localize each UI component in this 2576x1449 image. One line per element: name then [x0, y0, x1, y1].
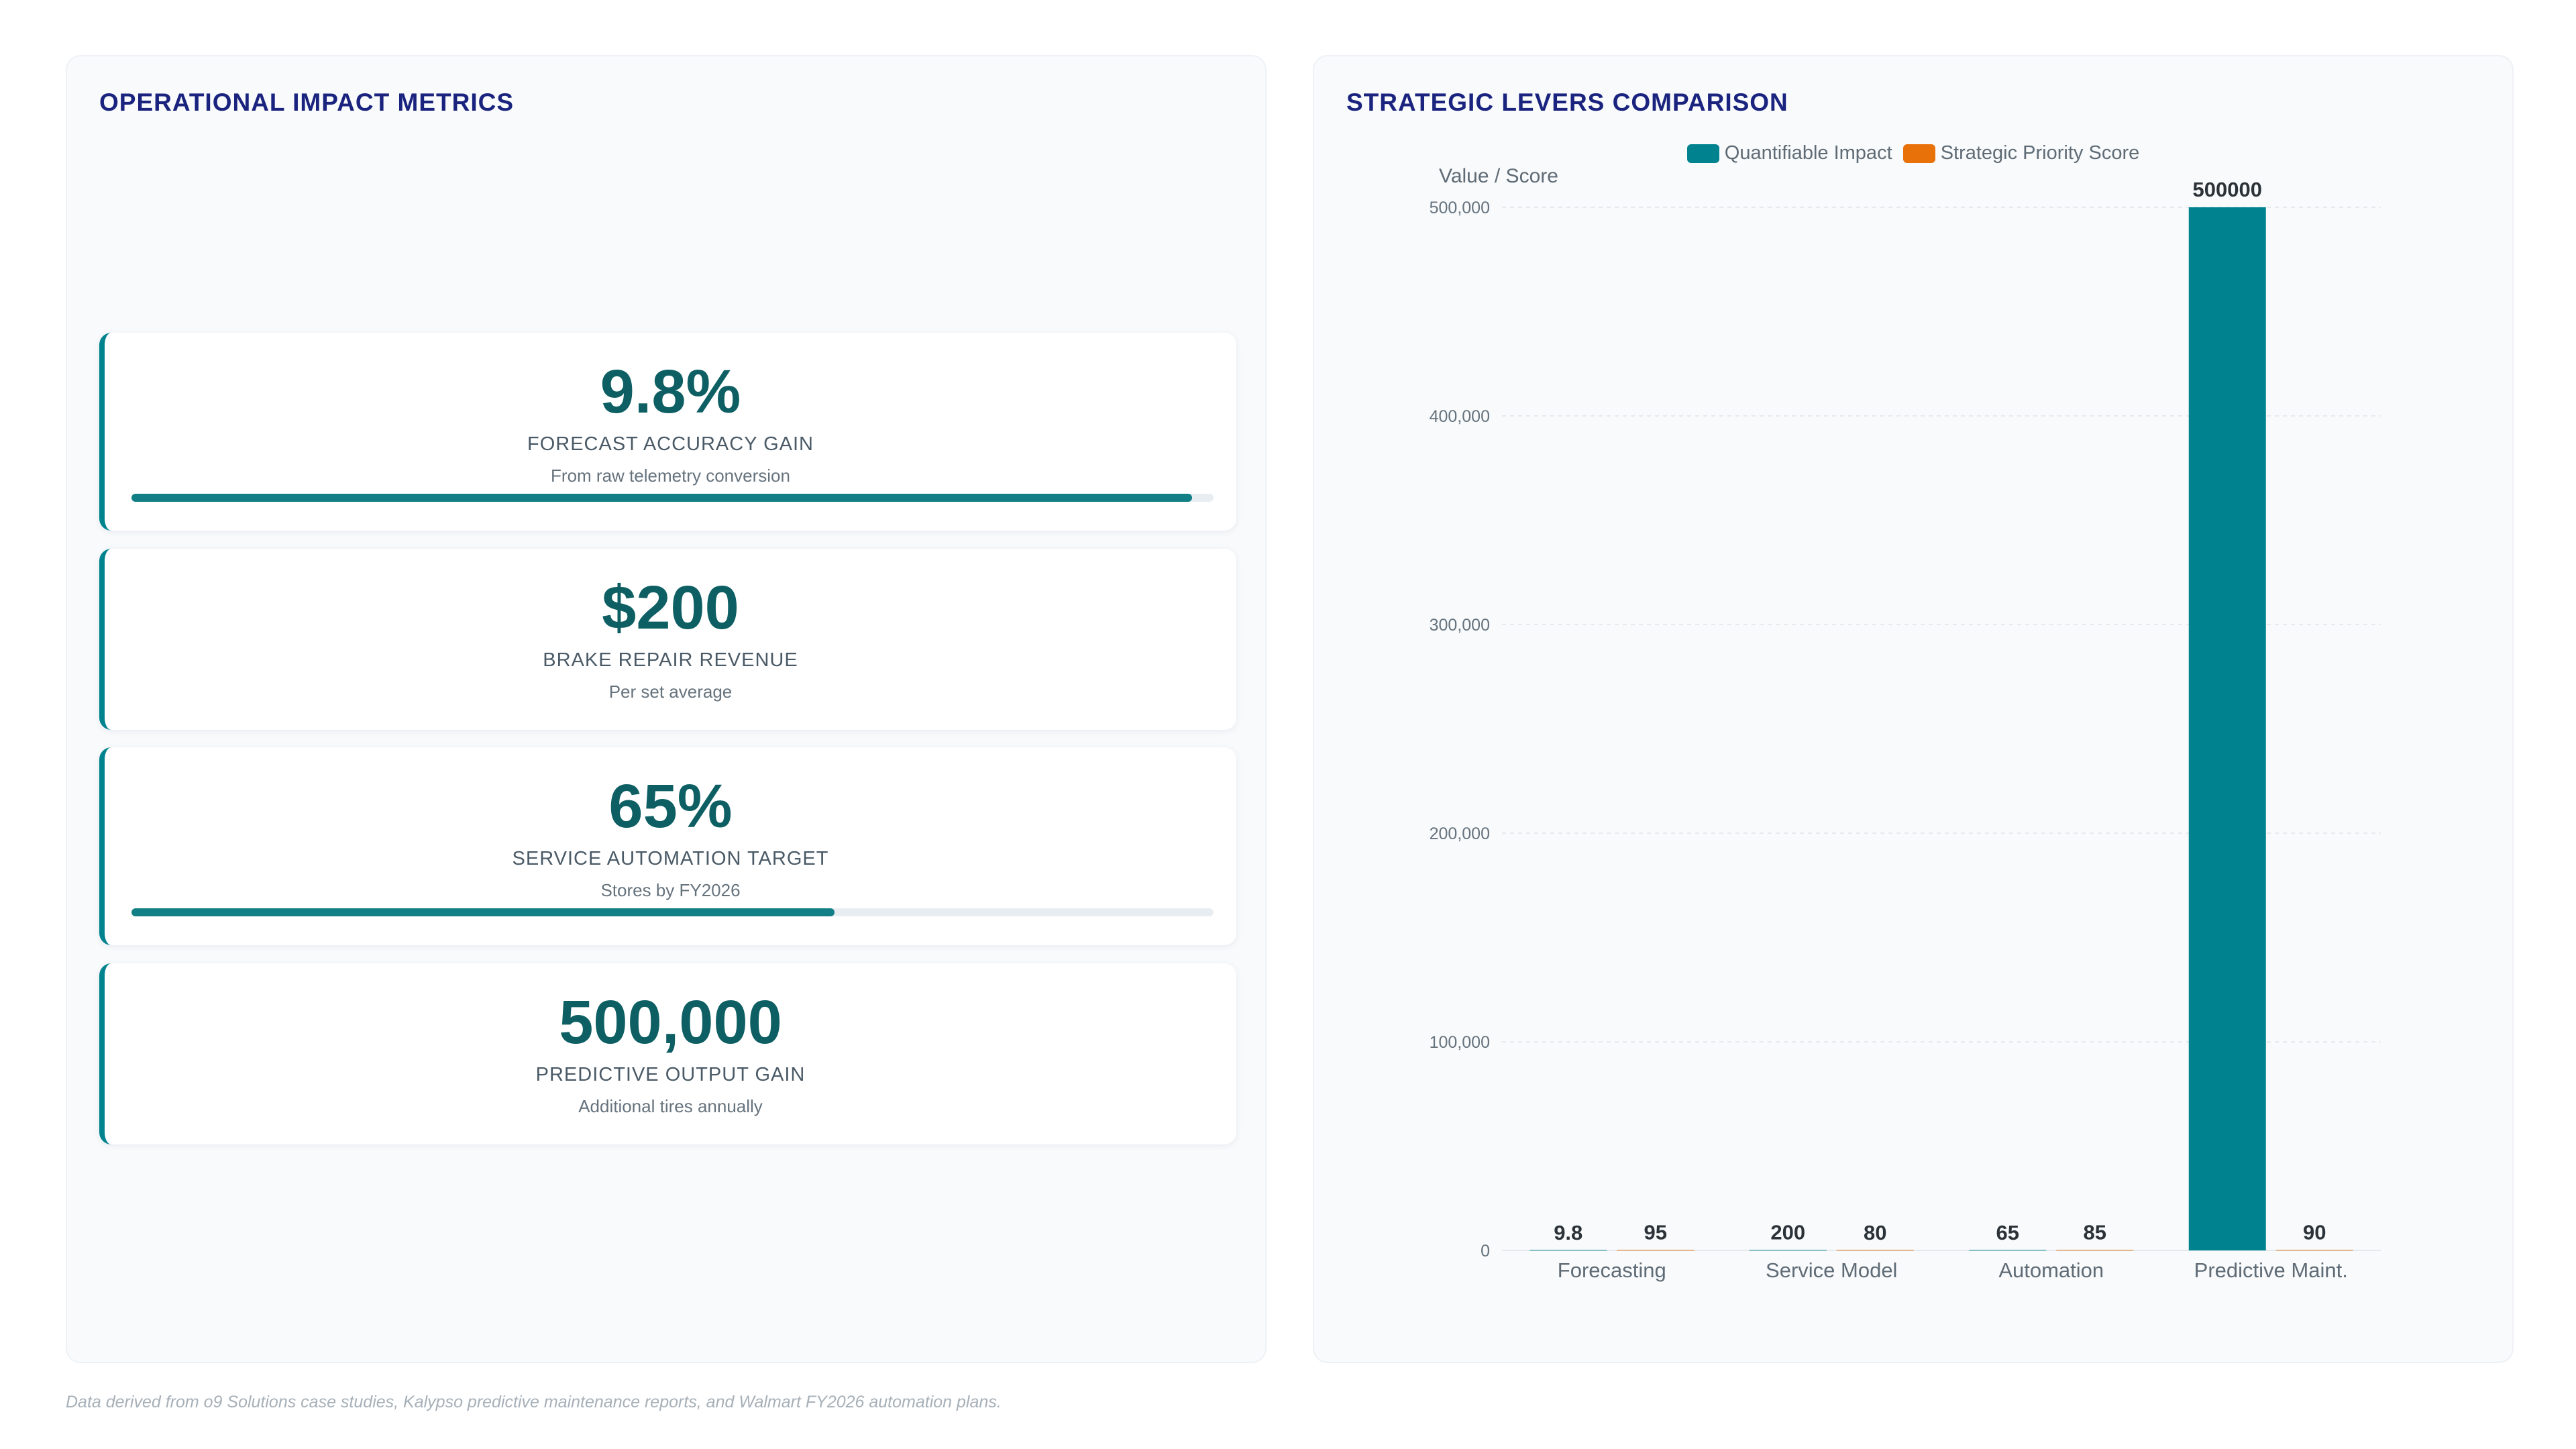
metric-label: PREDICTIVE OUTPUT GAIN — [535, 1064, 806, 1085]
data-label: 95 — [1644, 1221, 1667, 1244]
strategic-levers-panel: STRATEGIC LEVERS COMPARISON Quantifiable… — [1313, 55, 2514, 1363]
metric-subtext: Additional tires annually — [578, 1096, 763, 1116]
panel-title: STRATEGIC LEVERS COMPARISON — [1346, 89, 1788, 116]
data-label: 80 — [1864, 1221, 1886, 1244]
metric-subtext: Stores by FY2026 — [600, 880, 741, 900]
y-tick-label: 500,000 — [1430, 199, 1490, 217]
legend-item[interactable]: Quantifiable Impact — [1686, 142, 1892, 164]
progress-fill — [131, 908, 835, 916]
metric-card-brake-revenue: $200 BRAKE REPAIR REVENUE Per set averag… — [99, 549, 1236, 730]
legend-swatch — [1686, 144, 1719, 163]
y-axis-title: Value / Score — [1439, 165, 1558, 187]
metric-value: 500,000 — [559, 988, 782, 1057]
metric-card-service-automation: 65% SERVICE AUTOMATION TARGET Stores by … — [99, 747, 1236, 945]
metric-subtext: Per set average — [608, 682, 733, 702]
legend-item[interactable]: Strategic Priority Score — [1902, 142, 2140, 164]
y-tick-label: 100,000 — [1430, 1033, 1490, 1052]
metric-label: FORECAST ACCURACY GAIN — [527, 433, 814, 455]
progress-track — [131, 494, 1214, 502]
y-tick-label: 300,000 — [1430, 616, 1490, 635]
progress-fill — [131, 494, 1192, 502]
x-tick-label: Automation — [1998, 1258, 2104, 1282]
data-label: 200 — [1770, 1220, 1805, 1244]
data-label: 500000 — [2193, 178, 2262, 201]
metric-value: 65% — [608, 772, 733, 841]
data-label: 85 — [2084, 1221, 2106, 1244]
data-label: 9.8 — [1554, 1221, 1582, 1244]
metric-value: $200 — [602, 574, 739, 642]
metric-label: SERVICE AUTOMATION TARGET — [512, 848, 829, 869]
metric-value: 9.8% — [600, 358, 741, 426]
bar — [2188, 207, 2266, 1250]
source-footnote: Data derived from o9 Solutions case stud… — [66, 1393, 1002, 1411]
metric-subtext: From raw telemetry conversion — [551, 466, 790, 486]
x-tick-label: Service Model — [1766, 1258, 1897, 1282]
bar-chart: 0 100,000 200,000 300,000 400,000 500,000 Valu… — [1430, 165, 2381, 1282]
data-label: 90 — [2303, 1221, 2326, 1244]
operational-impact-panel: OPERATIONAL IMPACT METRICS 9.8% FORECAST… — [66, 55, 1267, 1363]
legend-label: Strategic Priority Score — [1940, 142, 2140, 164]
progress-track — [131, 908, 1214, 916]
x-tick-label: Forecasting — [1558, 1258, 1666, 1282]
chart-legend: Quantifiable Impact Strategic Priority S… — [1314, 142, 2512, 164]
y-tick-label: 400,000 — [1430, 407, 1490, 426]
data-label: 65 — [1996, 1221, 2019, 1244]
x-tick-label: Predictive Maint. — [2194, 1258, 2348, 1282]
metric-card-predictive-output: 500,000 PREDICTIVE OUTPUT GAIN Additiona… — [99, 963, 1236, 1144]
panel-title: OPERATIONAL IMPACT METRICS — [99, 89, 514, 116]
legend-label: Quantifiable Impact — [1724, 142, 1892, 164]
y-tick-label: 200,000 — [1430, 824, 1490, 843]
metric-card-forecast-accuracy: 9.8% FORECAST ACCURACY GAIN From raw tel… — [99, 333, 1236, 531]
legend-swatch — [1902, 144, 1935, 163]
y-tick-label: 0 — [1481, 1242, 1490, 1260]
metric-label: BRAKE REPAIR REVENUE — [543, 649, 798, 671]
